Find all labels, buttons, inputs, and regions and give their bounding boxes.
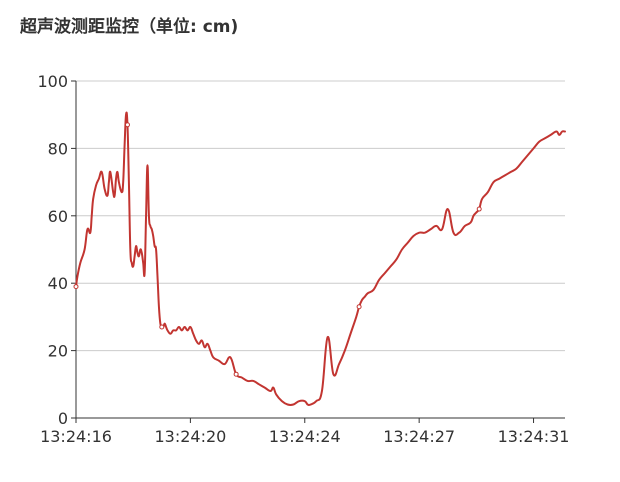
- x-tick-label: 13:24:16: [40, 427, 112, 446]
- x-tick-label: 13:24:20: [154, 427, 226, 446]
- y-tick-label: 80: [48, 139, 68, 158]
- data-point: [233, 371, 239, 377]
- chart-title: 超声波测距监控（单位: cm): [20, 17, 239, 37]
- y-tick-label: 100: [37, 72, 68, 91]
- gridlines: [76, 80, 565, 352]
- x-tick-label: 13:24:31: [498, 427, 570, 446]
- axes: 0 20 40 60 80 100 13:24:16 13:24:20 13:24:24 13:2…: [37, 72, 569, 446]
- y-tick-label: 60: [48, 207, 68, 226]
- series-layer: [73, 111, 566, 407]
- series-line: [75, 111, 566, 407]
- y-tick-label: 40: [48, 274, 68, 293]
- data-point: [124, 122, 130, 128]
- x-tick-label: 13:24:24: [269, 427, 341, 446]
- y-tick-label: 0: [58, 409, 68, 428]
- data-point: [356, 304, 362, 310]
- x-tick-label: 13:24:27: [383, 427, 455, 446]
- data-point: [476, 206, 482, 212]
- data-point: [73, 284, 79, 290]
- data-point: [159, 324, 165, 330]
- y-tick-label: 20: [48, 342, 68, 361]
